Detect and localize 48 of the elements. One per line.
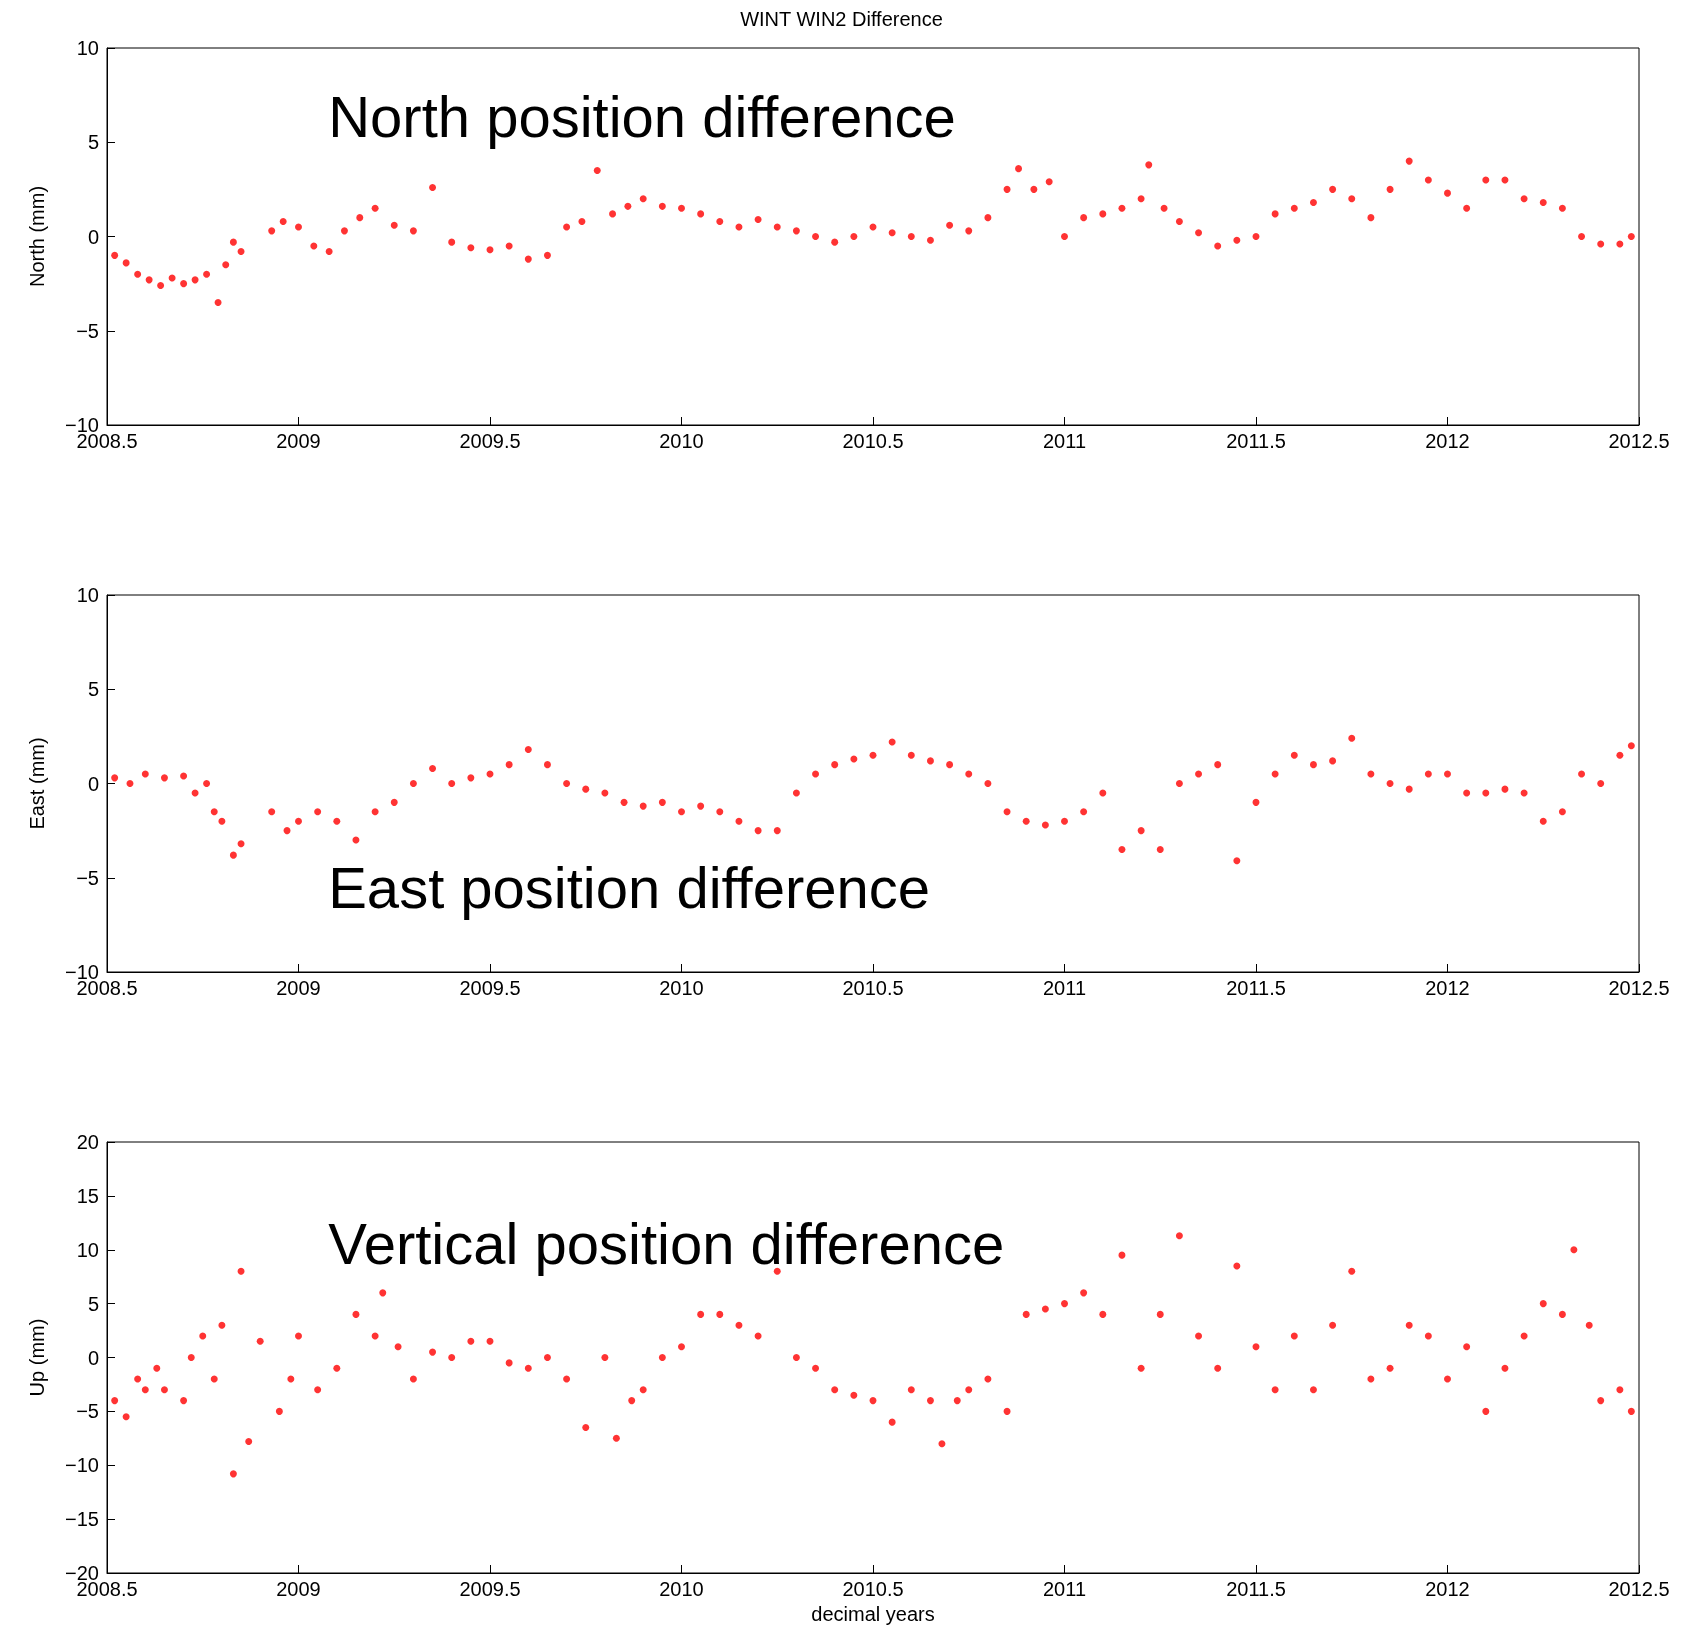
x-tick-label: 2009 (276, 1578, 321, 1600)
x-axis-title: decimal years (811, 1602, 935, 1625)
x-tick-label: 2010 (659, 977, 704, 999)
y-tick-label: 0 (87, 225, 99, 248)
x-tick-label: 2010 (659, 430, 704, 452)
x-tick-label: 2011.5 (1226, 430, 1286, 452)
annotation: East position difference (328, 855, 931, 921)
x-tick-label: 2012.5 (1608, 430, 1670, 452)
x-tick-label: 2011.5 (1226, 1578, 1286, 1600)
x-tick-label: 2012 (1425, 430, 1470, 452)
y-tick-label: 0 (87, 1346, 99, 1369)
x-tick-label: 2011 (1042, 977, 1087, 999)
x-tick-label: 2010.5 (842, 430, 904, 452)
y-tick-label: 0 (87, 772, 99, 795)
annotation: North position difference (328, 84, 956, 150)
x-tick-label: 2010.5 (842, 1578, 904, 1600)
y-tick-label: −5 (76, 319, 99, 342)
x-tick-label: 2009.5 (459, 1578, 521, 1600)
x-tick-label: 2009.5 (459, 430, 521, 452)
chart-title: WINT WIN2 Difference (740, 8, 943, 30)
y-tick-label: −10 (65, 1454, 99, 1477)
x-tick-label: 2012.5 (1608, 1578, 1670, 1600)
x-tick-label: 2010.5 (842, 977, 904, 999)
x-tick-label: 2009 (276, 977, 321, 999)
y-tick-label: 10 (76, 1238, 99, 1261)
y-axis-title: East (mm) (26, 737, 48, 830)
x-tick-label: 2009.5 (459, 977, 521, 999)
y-tick-label: 5 (87, 131, 99, 154)
y-tick-label: 5 (87, 1292, 99, 1315)
y-axis-title: Up (mm) (26, 1318, 48, 1397)
y-tick-label: 15 (76, 1184, 99, 1207)
y-tick-label: 5 (87, 678, 99, 701)
y-tick-label: −15 (65, 1508, 99, 1531)
x-tick-label: 2011 (1042, 430, 1087, 452)
y-tick-label: −5 (76, 1400, 99, 1423)
x-tick-label: 2011.5 (1226, 977, 1286, 999)
y-tick-label: 10 (76, 584, 99, 606)
x-tick-label: 2012 (1425, 1578, 1470, 1600)
y-tick-label: 10 (76, 37, 99, 59)
y-axis-title: North (mm) (26, 185, 48, 288)
x-tick-label: 2009 (276, 430, 321, 452)
annotation: Vertical position difference (328, 1210, 1005, 1276)
y-tick-label: 20 (76, 1131, 99, 1153)
x-tick-label: 2012.5 (1608, 977, 1670, 999)
x-tick-label: 2011 (1042, 1578, 1087, 1600)
x-tick-label: 2010 (659, 1578, 704, 1600)
x-tick-label: 2012 (1425, 977, 1470, 999)
y-tick-label: −5 (76, 866, 99, 889)
